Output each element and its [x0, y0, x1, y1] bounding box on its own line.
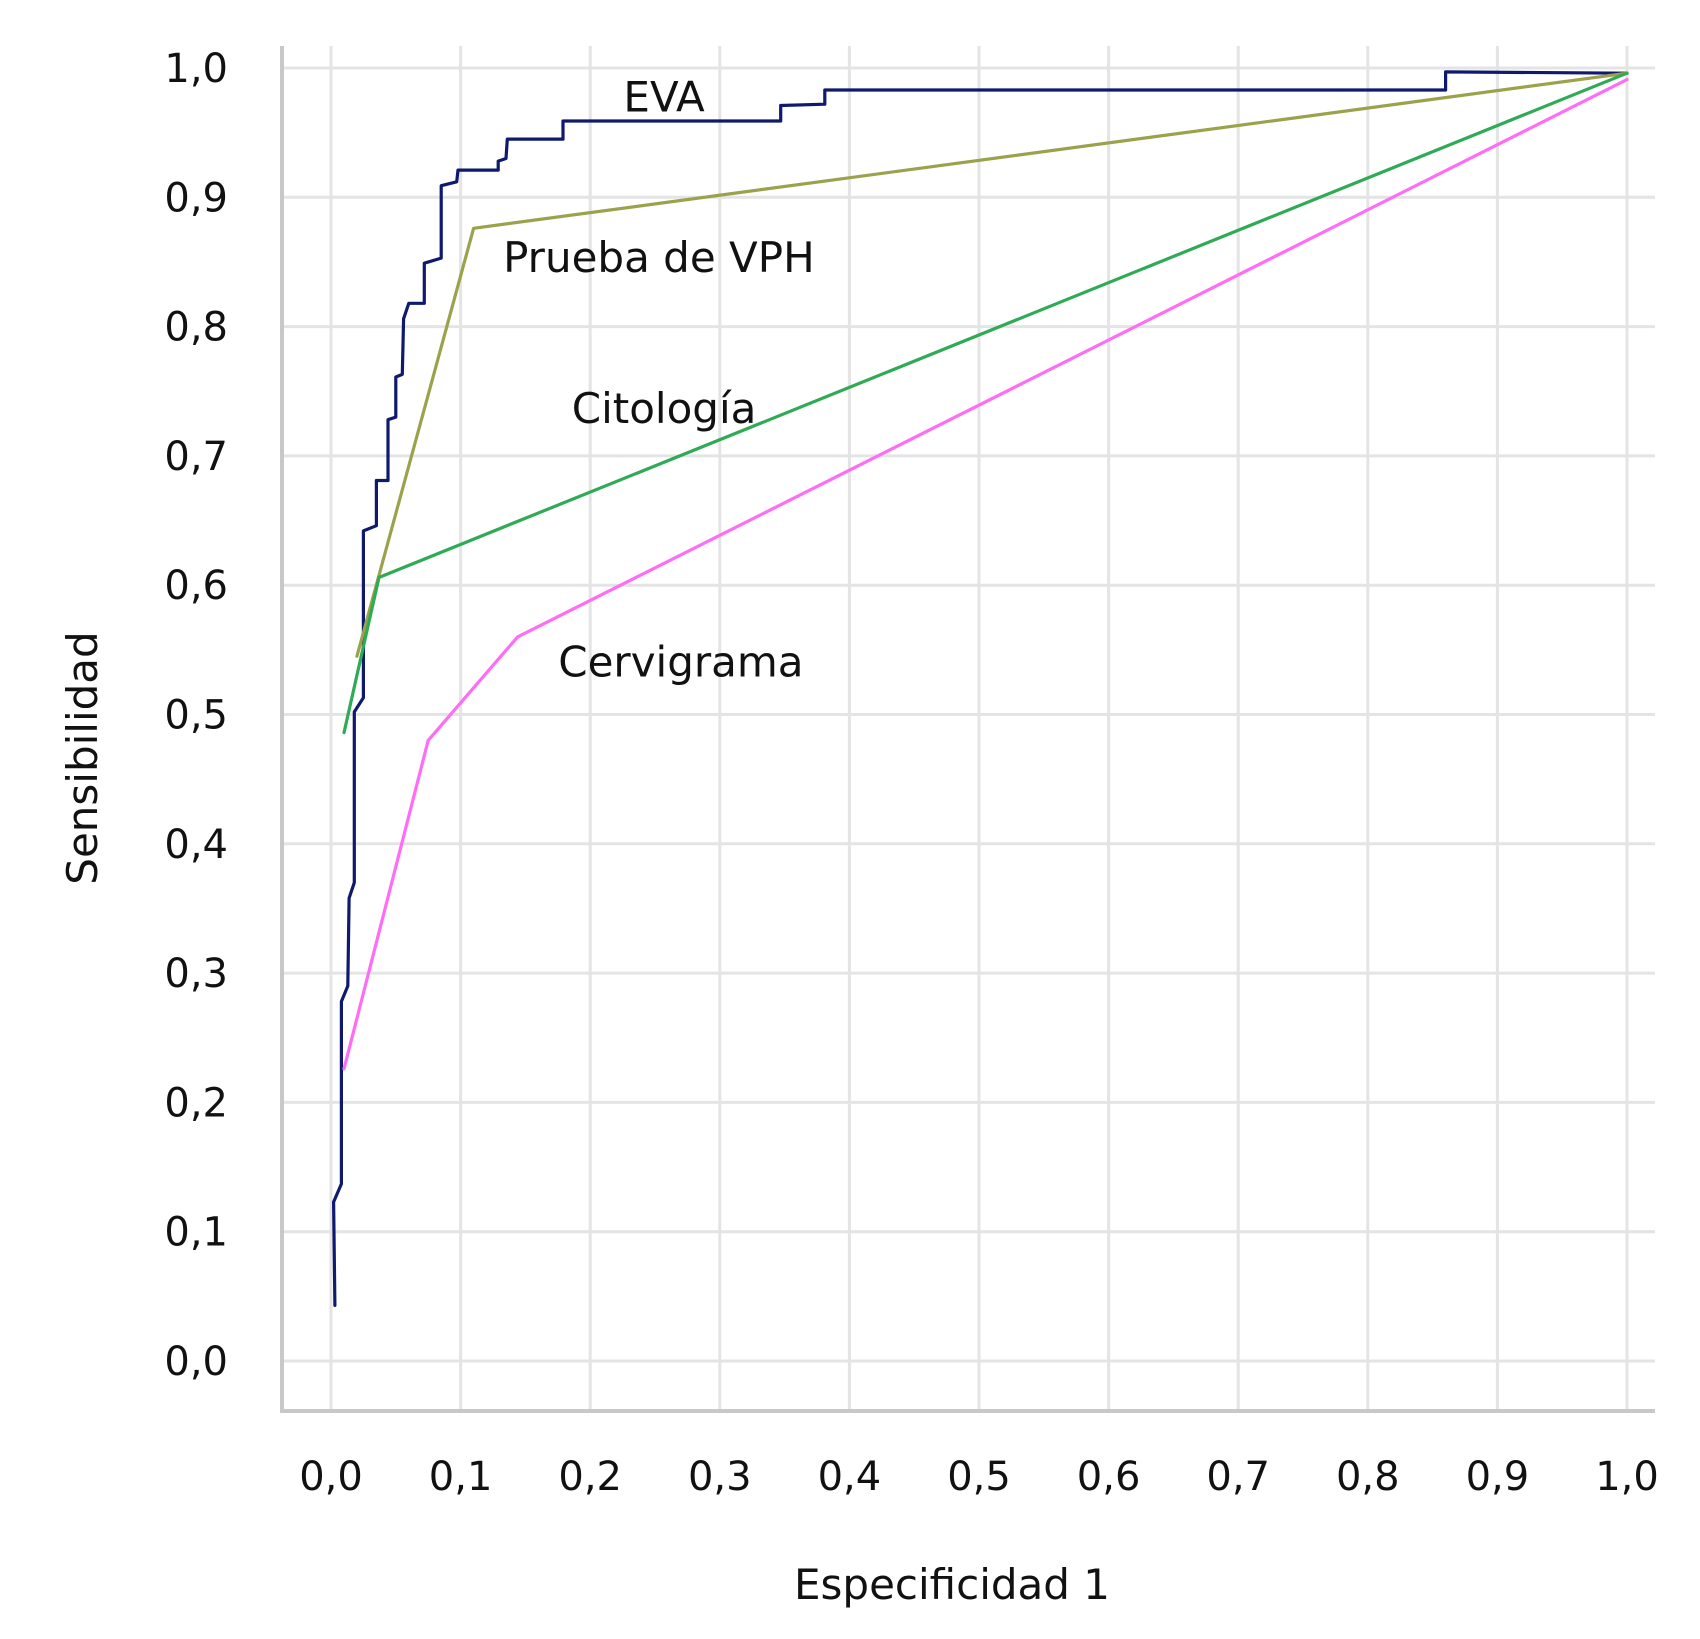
series-label-eva: EVA	[623, 72, 705, 121]
x-tick-label: 0,0	[299, 1454, 363, 1500]
series-line-eva	[332, 70, 1629, 1308]
series-label-cervigrama: Cervigrama	[558, 637, 803, 686]
x-tick-label: 1,0	[1595, 1454, 1659, 1500]
series-label-citologia: Citología	[572, 384, 757, 433]
x-tick-label: 0,1	[429, 1454, 493, 1500]
y-tick-label: 0,4	[164, 822, 228, 868]
y-tick-label: 0,5	[164, 693, 228, 739]
axes	[280, 46, 1655, 1413]
x-tick-label: 0,6	[1077, 1454, 1141, 1500]
series-lines	[332, 70, 1629, 1308]
y-tick-label: 0,2	[164, 1080, 228, 1126]
grid	[282, 46, 1655, 1411]
x-tick-label: 0,3	[688, 1454, 752, 1500]
y-tick-label: 0,8	[164, 305, 228, 351]
series-line-prueba-de-vph	[355, 71, 1629, 658]
y-tick-label: 1,0	[164, 46, 228, 92]
y-tick-label: 0,1	[164, 1210, 228, 1256]
y-tick-label: 0,0	[164, 1339, 228, 1385]
y-tick-label: 0,3	[164, 951, 228, 997]
x-tick-label: 0,8	[1336, 1454, 1400, 1500]
x-tick-label: 0,5	[947, 1454, 1011, 1500]
y-axis-title: Sensibilidad	[58, 631, 107, 884]
y-tick-label: 0,7	[164, 434, 228, 480]
x-tick-label: 0,4	[818, 1454, 882, 1500]
series-label-prueba-de-vph: Prueba de VPH	[503, 233, 815, 282]
tick-labels: 0,0 0,1 0,2 0,3 0,4 0,5 0,6 0,7 0,8 0,9 1,0 0,0 0,1 0…	[164, 46, 1658, 1500]
series-line-cervigrama	[342, 77, 1629, 1071]
y-tick-label: 0,9	[164, 175, 228, 221]
series-labels: EVA Prueba de VPH Citología Cervigrama	[503, 72, 815, 686]
x-tick-label: 0,9	[1466, 1454, 1530, 1500]
y-tick-label: 0,6	[164, 563, 228, 609]
x-tick-label: 0,7	[1206, 1454, 1270, 1500]
series-line-citologia	[342, 71, 1629, 735]
x-tick-label: 0,2	[558, 1454, 622, 1500]
x-axis-title: Especificidad 1	[794, 1560, 1110, 1609]
